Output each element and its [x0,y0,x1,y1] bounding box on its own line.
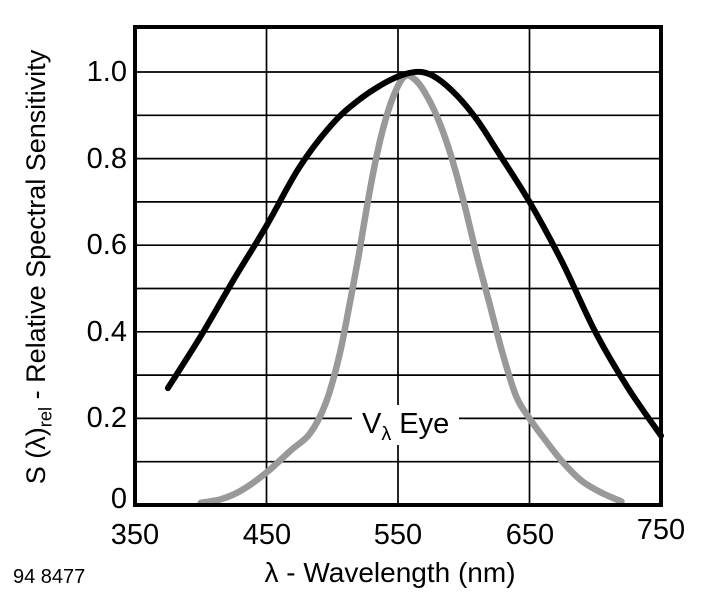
y-axis-title-subscript: rel [34,406,56,428]
eye-curve-label-subscript: λ [381,422,392,445]
x-tick-label-350: 350 [110,519,160,551]
eye-curve-label: Vλ Eye [352,405,460,445]
y-tick-label-1.0: 1.0 [86,56,127,88]
x-axis-title: λ - Wavelength (nm) [264,557,516,588]
plot-border [133,25,663,507]
y-tick-label-0.2: 0.2 [86,402,127,434]
detector-sensitivity-curve [164,68,664,439]
y-tick-label-0.6: 0.6 [86,229,127,261]
y-axis-title-post: - Relative Spectral Sensitivity [21,49,51,407]
x-tick-label-650: 650 [505,519,555,551]
y-axis-title: S (λ)rel - Relative Spectral Sensitivity [19,12,56,522]
eye-curve-label-prefix: V [362,408,382,440]
x-tick-label-750: 750 [636,514,686,546]
eye-curve-label-suffix: Eye [391,408,450,440]
y-tick-label-0.4: 0.4 [86,316,127,348]
y-tick-label-0: 0 [110,483,127,515]
x-tick-label-550: 550 [373,519,423,551]
y-tick-label-0.8: 0.8 [86,143,127,175]
y-axis-title-pre: S (λ) [21,427,51,485]
figure-number: 94 8477 [13,566,86,588]
x-tick-label-450: 450 [242,519,292,551]
